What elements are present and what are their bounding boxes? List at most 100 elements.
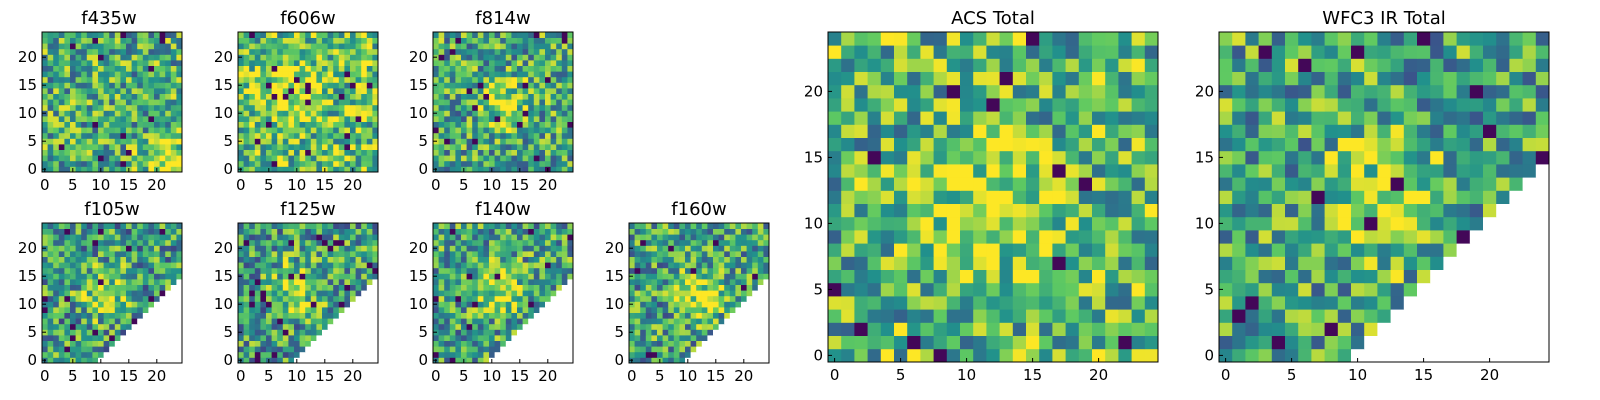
heatmap-cell (472, 301, 479, 308)
heatmap-cell (42, 104, 48, 111)
heatmap-cell (505, 239, 512, 246)
heatmap-cell (372, 318, 379, 325)
heatmap-cell (98, 329, 104, 336)
heatmap-cell (1026, 256, 1040, 270)
heatmap-f435w (42, 32, 183, 173)
heatmap-cell (294, 71, 300, 78)
heatmap-cell (973, 177, 987, 191)
heatmap-cell (266, 116, 272, 122)
heatmap-cell (159, 144, 166, 150)
heatmap-cell (920, 335, 934, 350)
heatmap-cell (109, 340, 116, 347)
heatmap-cell (528, 37, 535, 44)
heatmap-cell (433, 284, 439, 291)
heatmap-cell (854, 164, 868, 178)
heatmap-cell (489, 160, 495, 167)
heatmap-cell (109, 239, 116, 246)
heatmap-cell (528, 82, 535, 89)
heatmap-cell (973, 282, 987, 297)
heatmap-cell (238, 262, 244, 269)
heatmap-cell (561, 138, 568, 145)
heatmap-cell (690, 307, 697, 313)
heatmap-cell (154, 239, 160, 246)
heatmap-cell (126, 71, 132, 78)
heatmap-cell (53, 279, 60, 285)
heatmap-cell (545, 160, 551, 167)
heatmap-cell (58, 312, 65, 319)
heatmap-cell (713, 256, 719, 263)
heatmap-cell (522, 76, 529, 83)
heatmap-cell (159, 329, 166, 336)
heatmap-cell (92, 357, 99, 364)
heatmap-cell (170, 234, 177, 241)
heatmap-cell (1026, 282, 1040, 297)
heatmap-cell (299, 82, 306, 89)
heatmap-cell (238, 144, 244, 150)
heatmap-cell (81, 65, 88, 72)
heatmap-cell (455, 71, 462, 78)
heatmap-cell (238, 32, 244, 38)
heatmap-cell (86, 43, 93, 50)
heatmap-cell (142, 144, 149, 150)
heatmap-cell (461, 71, 467, 78)
heatmap-cell (249, 273, 256, 280)
heatmap-cell (517, 267, 523, 274)
heatmap-cell (238, 99, 244, 106)
heatmap-cell (271, 71, 278, 78)
panel-title-f160w: f160w (671, 199, 726, 220)
heatmap-cell (81, 116, 88, 122)
heatmap-cell (550, 149, 557, 156)
heatmap-cell (53, 239, 60, 246)
heatmap-cell (556, 88, 563, 94)
heatmap-cell (946, 335, 961, 350)
heatmap-cell (170, 37, 177, 44)
heatmap-cell (444, 32, 451, 38)
heatmap-cell (294, 110, 300, 117)
heatmap-cell (176, 273, 183, 280)
heatmap-cell (466, 110, 473, 117)
heatmap-cell (455, 132, 462, 139)
heatmap-cell (126, 284, 132, 291)
heatmap-cell (701, 228, 708, 235)
heatmap-cell (372, 160, 379, 167)
heatmap-cell (165, 65, 172, 72)
heatmap-cell (533, 93, 540, 100)
heatmap-cell (634, 346, 641, 353)
heatmap-cell (260, 307, 267, 313)
heatmap-cell (109, 144, 116, 150)
heatmap-cell (361, 132, 368, 139)
heatmap-cell (494, 307, 501, 313)
heatmap-cell (327, 256, 334, 263)
heatmap-cell (477, 37, 484, 44)
heatmap-cell (142, 166, 149, 173)
heatmap-cell (103, 160, 110, 167)
heatmap-cell (316, 37, 323, 44)
panel-title-f105w: f105w (84, 199, 139, 220)
heatmap-cell (1052, 177, 1066, 191)
heatmap-cell (70, 65, 76, 72)
heatmap-cell (372, 65, 379, 72)
heatmap-cell (533, 121, 540, 128)
heatmap-cell (372, 307, 379, 313)
heatmap-cell (109, 262, 116, 269)
heatmap-cell (477, 155, 484, 162)
heatmap-cell (556, 166, 563, 173)
heatmap-cell (316, 60, 323, 66)
heatmap-cell (449, 239, 456, 246)
heatmap-cell (260, 346, 267, 353)
heatmap-cell (1092, 216, 1106, 231)
heatmap-cell (461, 60, 467, 66)
heatmap-cell (154, 323, 160, 330)
heatmap-cell (907, 164, 921, 178)
heatmap-cell (522, 295, 529, 302)
heatmap-cell (701, 251, 708, 257)
heatmap-cell (322, 82, 328, 89)
heatmap-cell (556, 251, 563, 257)
heatmap-cell (238, 267, 244, 274)
heatmap-cell (86, 245, 93, 252)
heatmap-cell (522, 273, 529, 280)
heatmap-cell (511, 228, 518, 235)
heatmap-cell (355, 65, 362, 72)
heatmap-cell (355, 144, 362, 150)
heatmap-cell (277, 155, 284, 162)
